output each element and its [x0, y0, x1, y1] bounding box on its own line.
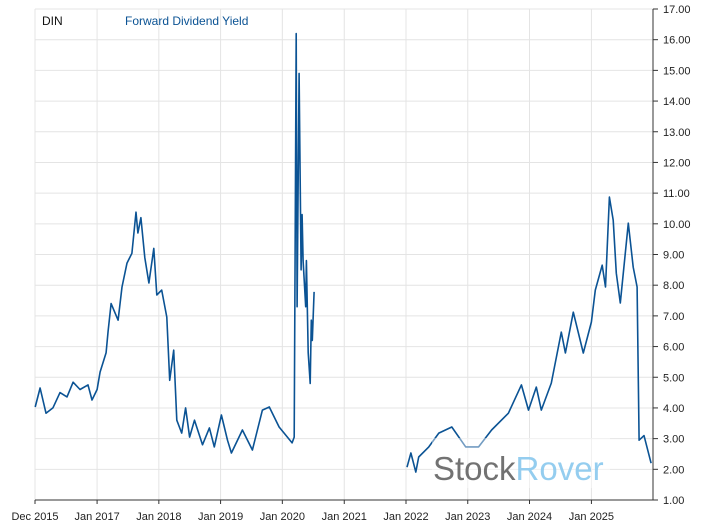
axes: 1.00 2.00 3.00 4.00 5.00 6.00 7.00 8.00 9.00 10.0… — [11, 4, 690, 523]
watermark-stock: StockRover — [433, 450, 604, 487]
y-tick-label: 12.00 — [663, 157, 691, 169]
y-tick-label: 11.00 — [663, 188, 690, 200]
watermark-backdrop — [432, 438, 610, 488]
y-tick-label: 14.00 — [663, 96, 691, 108]
stockrover-watermark: StockRover — [432, 438, 610, 488]
y-tick-label: 15.00 — [663, 65, 691, 77]
y-tick-label: 5.00 — [663, 372, 684, 384]
x-tick-label: Jan 2022 — [383, 511, 428, 523]
y-tick-label: 2.00 — [663, 464, 684, 476]
x-tick-label: Jan 2021 — [322, 511, 367, 523]
series-line-segment — [406, 196, 652, 473]
y-tick-label: 6.00 — [663, 342, 684, 354]
x-tick-label: Jan 2023 — [445, 511, 490, 523]
y-tick-label: 4.00 — [663, 403, 684, 415]
x-tick-label: Jan 2017 — [74, 511, 119, 523]
x-tick-label: Jan 2025 — [569, 511, 614, 523]
y-tick-label: 13.00 — [663, 127, 691, 139]
grid — [34, 8, 653, 501]
x-tick-label: Jan 2024 — [507, 511, 552, 523]
y-tick-label: 8.00 — [663, 280, 684, 292]
legend-symbol: DIN — [42, 14, 63, 28]
watermark-rover: Rover — [516, 450, 604, 487]
series-layer — [34, 32, 652, 473]
y-tick-label: 9.00 — [663, 250, 684, 262]
x-tick-label: Jan 2018 — [136, 511, 181, 523]
y-tick-label: 17.00 — [663, 4, 691, 16]
x-tick-label: Jan 2019 — [198, 511, 243, 523]
series-line-segment — [34, 32, 315, 454]
y-tick-label: 3.00 — [663, 434, 684, 446]
x-tick-label: Dec 2015 — [11, 511, 58, 523]
y-tick-label: 16.00 — [663, 35, 691, 47]
y-tick-label: 10.00 — [663, 219, 691, 231]
legend-series-label: Forward Dividend Yield — [125, 14, 248, 28]
y-tick-label: 1.00 — [663, 495, 684, 507]
x-tick-label: Jan 2020 — [260, 511, 305, 523]
y-tick-label: 7.00 — [663, 311, 684, 323]
